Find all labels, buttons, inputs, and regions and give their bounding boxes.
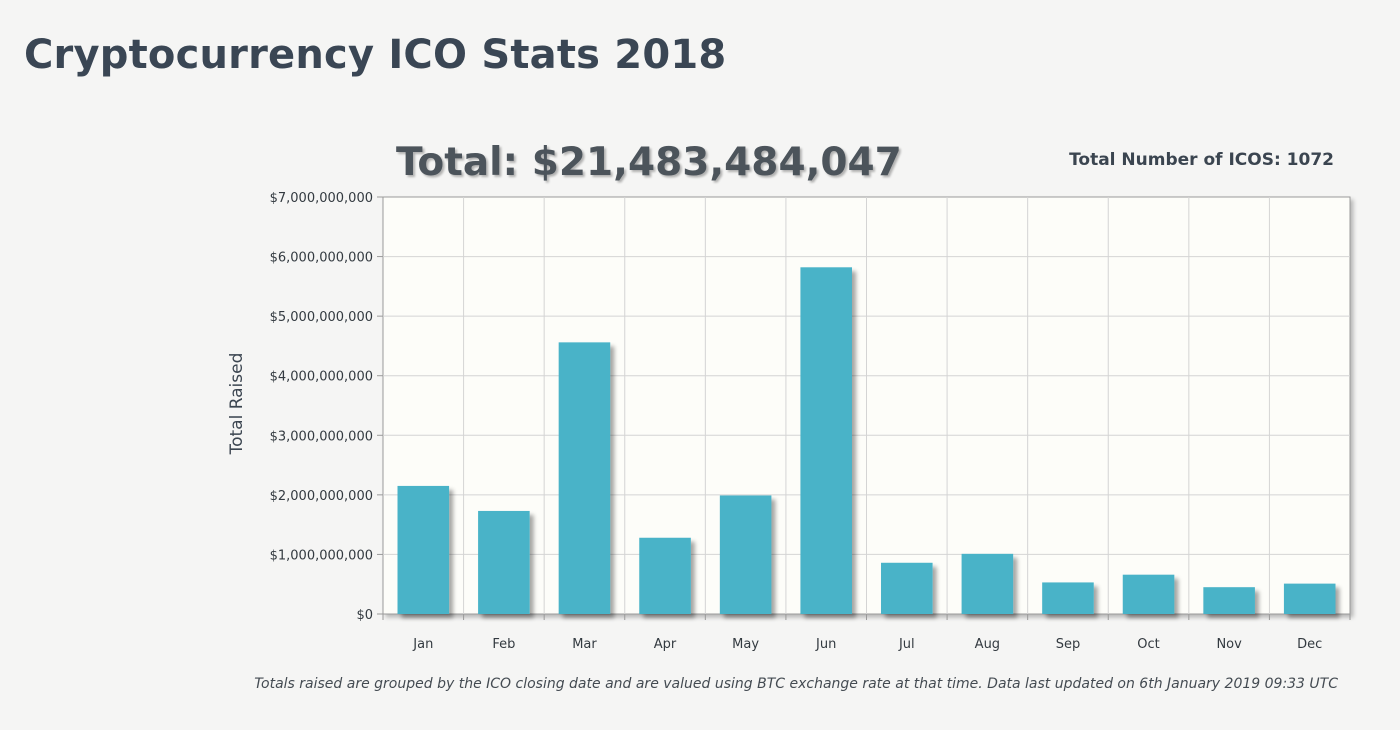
y-tick-label: $4,000,000,000 — [270, 370, 373, 385]
chart-total-title: Total: $21,483,484,047 — [396, 140, 902, 185]
bar-feb — [478, 510, 530, 614]
x-tick-label: Sep — [1056, 637, 1081, 652]
y-axis-title: Total Raised — [227, 353, 247, 456]
gridlines — [377, 196, 1351, 620]
x-tick-label: Oct — [1137, 637, 1159, 652]
ico-count-subtitle: Total Number of ICOS: 1072 — [1069, 150, 1334, 170]
bar-oct — [1122, 574, 1175, 614]
bar-apr — [639, 537, 691, 614]
x-tick-label: Feb — [492, 637, 515, 652]
bar-nov — [1203, 587, 1255, 614]
y-tick-labels: $0 $1,000,000,000 $2,000,000,000 $3,000,000… — [270, 191, 373, 623]
footnote: Totals raised are grouped by the ICO clo… — [254, 676, 1338, 692]
y-tick-label: $7,000,000,000 — [270, 191, 373, 206]
bar-jun — [800, 267, 852, 614]
y-tick-label: $1,000,000,000 — [270, 548, 373, 563]
x-tick-label: Mar — [572, 637, 597, 652]
x-tick-label: Jun — [815, 637, 836, 652]
bar-dec — [1283, 583, 1336, 614]
x-tick-label: Aug — [975, 637, 1000, 652]
bar-jan — [397, 485, 450, 614]
bar-aug — [961, 553, 1014, 614]
y-tick-label: $2,000,000,000 — [270, 489, 373, 504]
y-tick-label: $6,000,000,000 — [270, 251, 373, 266]
x-tick-label: Jul — [898, 637, 915, 652]
y-tick-label: $5,000,000,000 — [270, 310, 373, 325]
x-tick-label: Nov — [1216, 637, 1242, 652]
bar-jul — [881, 562, 933, 614]
x-tick-labels: Jan Feb Mar Apr May Jun Jul Aug Sep Oct Nov Dec — [412, 637, 1322, 652]
x-tick-label: Dec — [1297, 637, 1322, 652]
page-title: Cryptocurrency ICO Stats 2018 — [24, 32, 727, 78]
x-tick-label: Jan — [412, 637, 433, 652]
bars — [397, 267, 1336, 614]
y-tick-label: $0 — [356, 608, 373, 623]
x-tick-label: May — [732, 637, 759, 652]
x-tick-label: Apr — [654, 637, 677, 652]
bar-sep — [1042, 582, 1094, 614]
bar-mar — [558, 342, 611, 614]
y-tick-label: $3,000,000,000 — [270, 429, 373, 444]
bar-may — [719, 495, 772, 614]
